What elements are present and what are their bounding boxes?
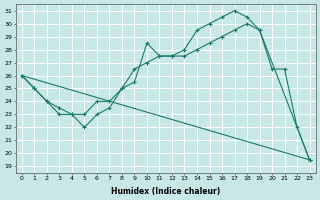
X-axis label: Humidex (Indice chaleur): Humidex (Indice chaleur) (111, 187, 220, 196)
